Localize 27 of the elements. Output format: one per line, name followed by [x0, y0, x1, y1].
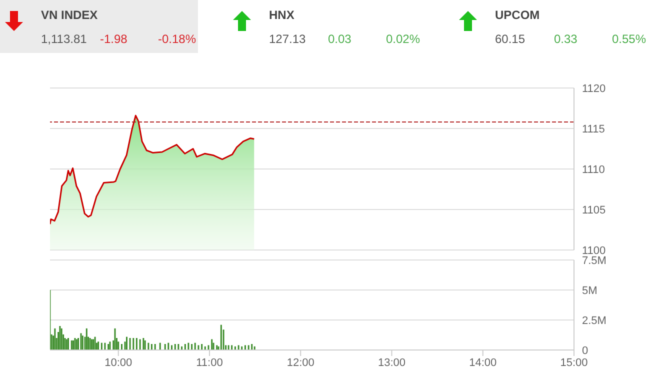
y-tick-label: 2.5M: [582, 314, 606, 327]
y-tick-label: 0: [582, 344, 588, 357]
y-tick-label: 7.5M: [582, 254, 606, 267]
y-tick-label: 1105: [582, 204, 606, 216]
text: 1,113.81: [41, 32, 87, 46]
y-tick-label: 1100: [582, 244, 606, 257]
y-tick-label: 1115: [582, 123, 605, 136]
x-tick-label: 12:00: [286, 356, 314, 369]
text: 0.55%: [612, 32, 646, 46]
y-tick-label: 1110: [582, 164, 605, 176]
x-tick-label: 13:00: [378, 356, 406, 369]
x-tick-label: 11:00: [196, 356, 223, 369]
text: 127.13: [269, 32, 306, 46]
text: UPCOM: [495, 8, 540, 22]
y-tick-label: 1120: [582, 82, 606, 95]
x-tick-label: 10:00: [104, 356, 132, 369]
text: 0.33: [554, 32, 578, 46]
text: -1.98: [100, 32, 128, 46]
text: 0.02%: [386, 32, 420, 46]
text: VN INDEX: [41, 8, 98, 22]
x-tick-label: 15:00: [560, 356, 588, 369]
y-tick-label: 5M: [582, 284, 598, 297]
text: 60.15: [495, 32, 526, 46]
text: -0.18%: [158, 32, 196, 46]
text: HNX: [269, 8, 294, 22]
text: 0.03: [328, 32, 352, 46]
x-tick-label: 14:00: [469, 356, 497, 369]
